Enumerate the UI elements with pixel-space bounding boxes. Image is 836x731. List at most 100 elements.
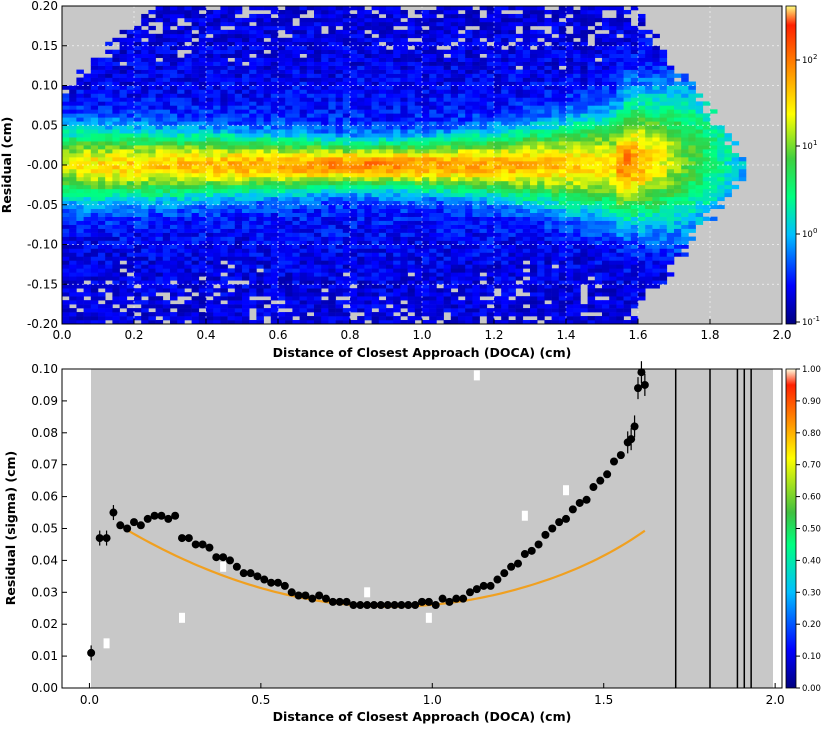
heatmap-cell [126, 145, 135, 150]
heatmap-cell [270, 53, 279, 58]
heatmap-cell [148, 264, 156, 269]
heatmap-cell [90, 117, 99, 122]
heatmap-cell [256, 320, 264, 325]
heatmap-cell [141, 17, 149, 23]
heatmap-cell [422, 137, 430, 142]
heatmap-cell [436, 81, 444, 86]
heatmap-cell [227, 77, 236, 82]
heatmap-cell [364, 296, 372, 301]
heatmap-cell [479, 41, 488, 47]
heatmap-cell [537, 232, 545, 237]
heatmap-cell [328, 220, 336, 225]
heatmap-cell [285, 244, 293, 249]
heatmap-cell [177, 176, 185, 182]
heatmap-cell [249, 29, 257, 35]
heatmap-cell [342, 228, 351, 233]
heatmap-cell [234, 65, 243, 70]
heatmap-cell [414, 85, 423, 90]
heatmap-cell [458, 208, 466, 213]
heatmap-cell [328, 284, 336, 289]
heatmap-cell [515, 165, 524, 170]
heatmap-cell [278, 296, 286, 301]
heatmap-cell [400, 228, 408, 233]
heatmap-cell [530, 137, 538, 142]
heatmap-cell [386, 280, 394, 285]
heatmap-cell [450, 33, 459, 39]
heatmap-cell [515, 236, 524, 241]
heatmap-cell [191, 9, 200, 15]
heatmap-cell [62, 141, 70, 146]
heatmap-cell [537, 81, 545, 86]
heatmap-cell [393, 97, 401, 102]
heatmap-cell [321, 200, 329, 206]
heatmap-cell [321, 117, 329, 122]
heatmap-cell [285, 284, 293, 289]
heatmap-cell [458, 6, 466, 11]
heatmap-cell [364, 141, 372, 146]
heatmap-cell [465, 248, 473, 253]
heatmap-cell [134, 141, 142, 146]
heatmap-cell [479, 264, 488, 269]
heatmap-cell [270, 37, 279, 43]
heatmap-cell [436, 296, 444, 301]
heatmap-cell [501, 296, 509, 301]
heatmap-cell [69, 168, 77, 174]
heatmap-cell [335, 216, 344, 221]
heatmap-cell [364, 228, 372, 233]
heatmap-cell [242, 196, 250, 202]
heatmap-cell [162, 180, 171, 186]
heatmap-cell [429, 37, 437, 43]
heatmap-cell [285, 208, 293, 213]
heatmap-cell [292, 180, 300, 186]
heatmap-cell [270, 180, 279, 186]
heatmap-cell [242, 145, 250, 150]
heatmap-cell [206, 161, 214, 166]
heatmap-cell [515, 6, 524, 11]
heatmap-cell [443, 69, 452, 74]
heatmap-cell [479, 172, 488, 178]
heatmap-cell [371, 232, 380, 237]
heatmap-cell [191, 89, 200, 94]
heatmap-cell [371, 260, 380, 265]
heatmap-cell [371, 200, 380, 206]
heatmap-cell [350, 232, 358, 237]
heatmap-cell [213, 308, 221, 313]
heatmap-cell [501, 168, 509, 174]
heatmap-cell [357, 232, 365, 237]
heatmap-cell [134, 240, 142, 245]
heatmap-cell [227, 41, 236, 47]
heatmap-cell [414, 81, 423, 86]
heatmap-cell [234, 37, 243, 43]
heatmap-cell [299, 304, 308, 309]
heatmap-cell [285, 105, 293, 110]
heatmap-cell [90, 77, 99, 82]
heatmap-cell [285, 165, 293, 170]
heatmap-cell [537, 53, 545, 58]
heatmap-cell [184, 212, 192, 217]
heatmap-cell [162, 41, 171, 47]
heatmap-cell [76, 264, 84, 269]
heatmap-cell [522, 212, 531, 217]
heatmap-cell [350, 288, 358, 293]
heatmap-cell [234, 168, 243, 174]
heatmap-cell [191, 308, 200, 313]
heatmap-cell [191, 208, 200, 213]
heatmap-cell [414, 200, 423, 206]
heatmap-cell [501, 113, 509, 118]
heatmap-cell [371, 228, 380, 233]
heatmap-cell [292, 296, 300, 301]
heatmap-cell [227, 9, 236, 15]
heatmap-cell [494, 196, 502, 202]
heatmap-cell [285, 220, 293, 225]
heatmap-cell [386, 133, 394, 138]
heatmap-cell [465, 121, 473, 126]
heatmap-cell [249, 153, 257, 158]
heatmap-cell [141, 61, 149, 66]
heatmap-cell [393, 61, 401, 66]
heatmap-cell [400, 57, 408, 62]
heatmap-cell [342, 157, 351, 162]
heatmap-cell [371, 216, 380, 221]
heatmap-cell [414, 33, 423, 39]
heatmap-cell [436, 85, 444, 90]
heatmap-cell [400, 9, 408, 15]
